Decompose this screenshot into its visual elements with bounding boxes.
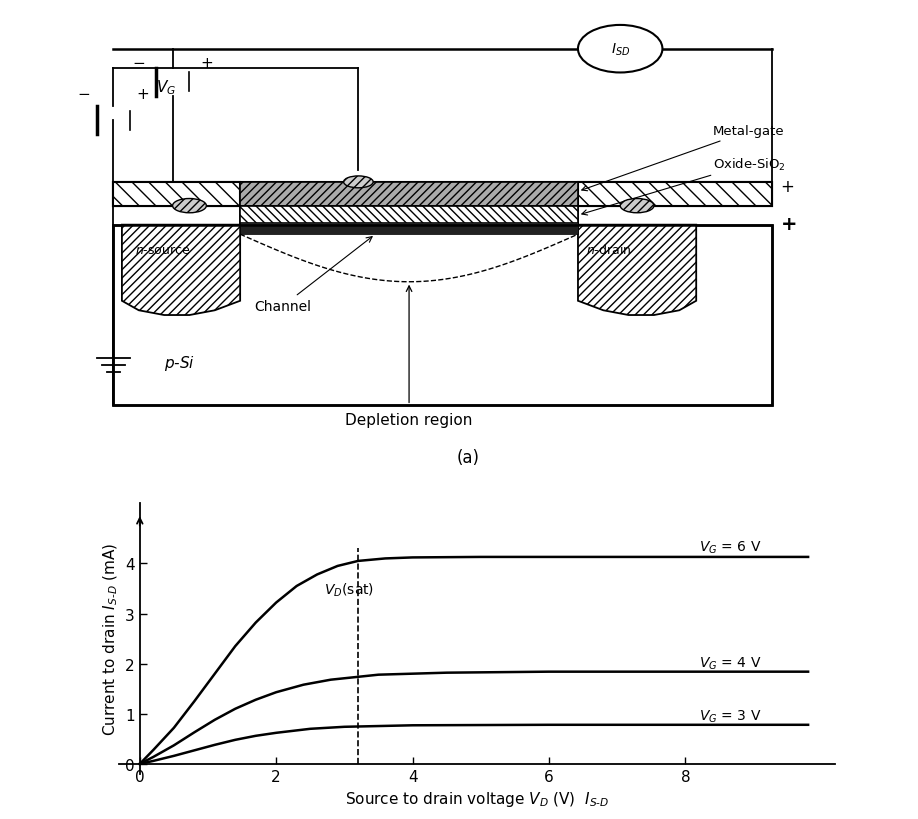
Bar (114, 225, 772, 406)
Text: $p$-Si: $p$-Si (164, 354, 196, 373)
Circle shape (578, 26, 663, 74)
Text: Depletion region: Depletion region (345, 413, 473, 428)
Text: $V_G$ = 3 V: $V_G$ = 3 V (699, 708, 761, 724)
Text: −: − (132, 57, 145, 71)
Text: Oxide-SiO$_2$: Oxide-SiO$_2$ (582, 156, 786, 215)
Bar (241, 183, 578, 206)
Bar (241, 223, 578, 235)
Bar (578, 183, 772, 206)
Text: Channel: Channel (254, 238, 372, 314)
Bar (114, 183, 241, 206)
Text: +: + (780, 215, 797, 234)
X-axis label: Source to drain voltage $V_D$ (V)  $I_{S\text{-}D}$: Source to drain voltage $V_D$ (V) $I_{S\… (345, 790, 610, 808)
Bar (241, 206, 578, 225)
Y-axis label: Current to drain $I_{S\text{-}D}$ (mA): Current to drain $I_{S\text{-}D}$ (mA) (101, 542, 119, 735)
Text: $V_G$ = 4 V: $V_G$ = 4 V (699, 654, 761, 671)
Ellipse shape (173, 199, 207, 214)
Text: $n$-drain: $n$-drain (587, 243, 632, 257)
Bar (114, 225, 772, 406)
Bar (114, 183, 772, 206)
Text: +: + (137, 87, 150, 102)
Bar (241, 183, 578, 206)
Text: $I_{SD}$: $I_{SD}$ (610, 42, 630, 58)
Text: +: + (200, 57, 213, 71)
Text: $V_G$: $V_G$ (156, 79, 176, 97)
Bar (241, 206, 578, 225)
Text: −: − (77, 87, 90, 102)
Text: +: + (780, 179, 795, 196)
Ellipse shape (621, 199, 654, 214)
Text: $V_G$ = 6 V: $V_G$ = 6 V (699, 539, 761, 555)
Text: $V_D$(sat): $V_D$(sat) (324, 581, 374, 598)
Text: $n$-source: $n$-source (135, 244, 190, 257)
Ellipse shape (343, 177, 374, 188)
Text: (a): (a) (456, 449, 480, 467)
Text: Metal-gate: Metal-gate (582, 125, 785, 192)
Polygon shape (122, 225, 241, 315)
Polygon shape (578, 225, 696, 315)
